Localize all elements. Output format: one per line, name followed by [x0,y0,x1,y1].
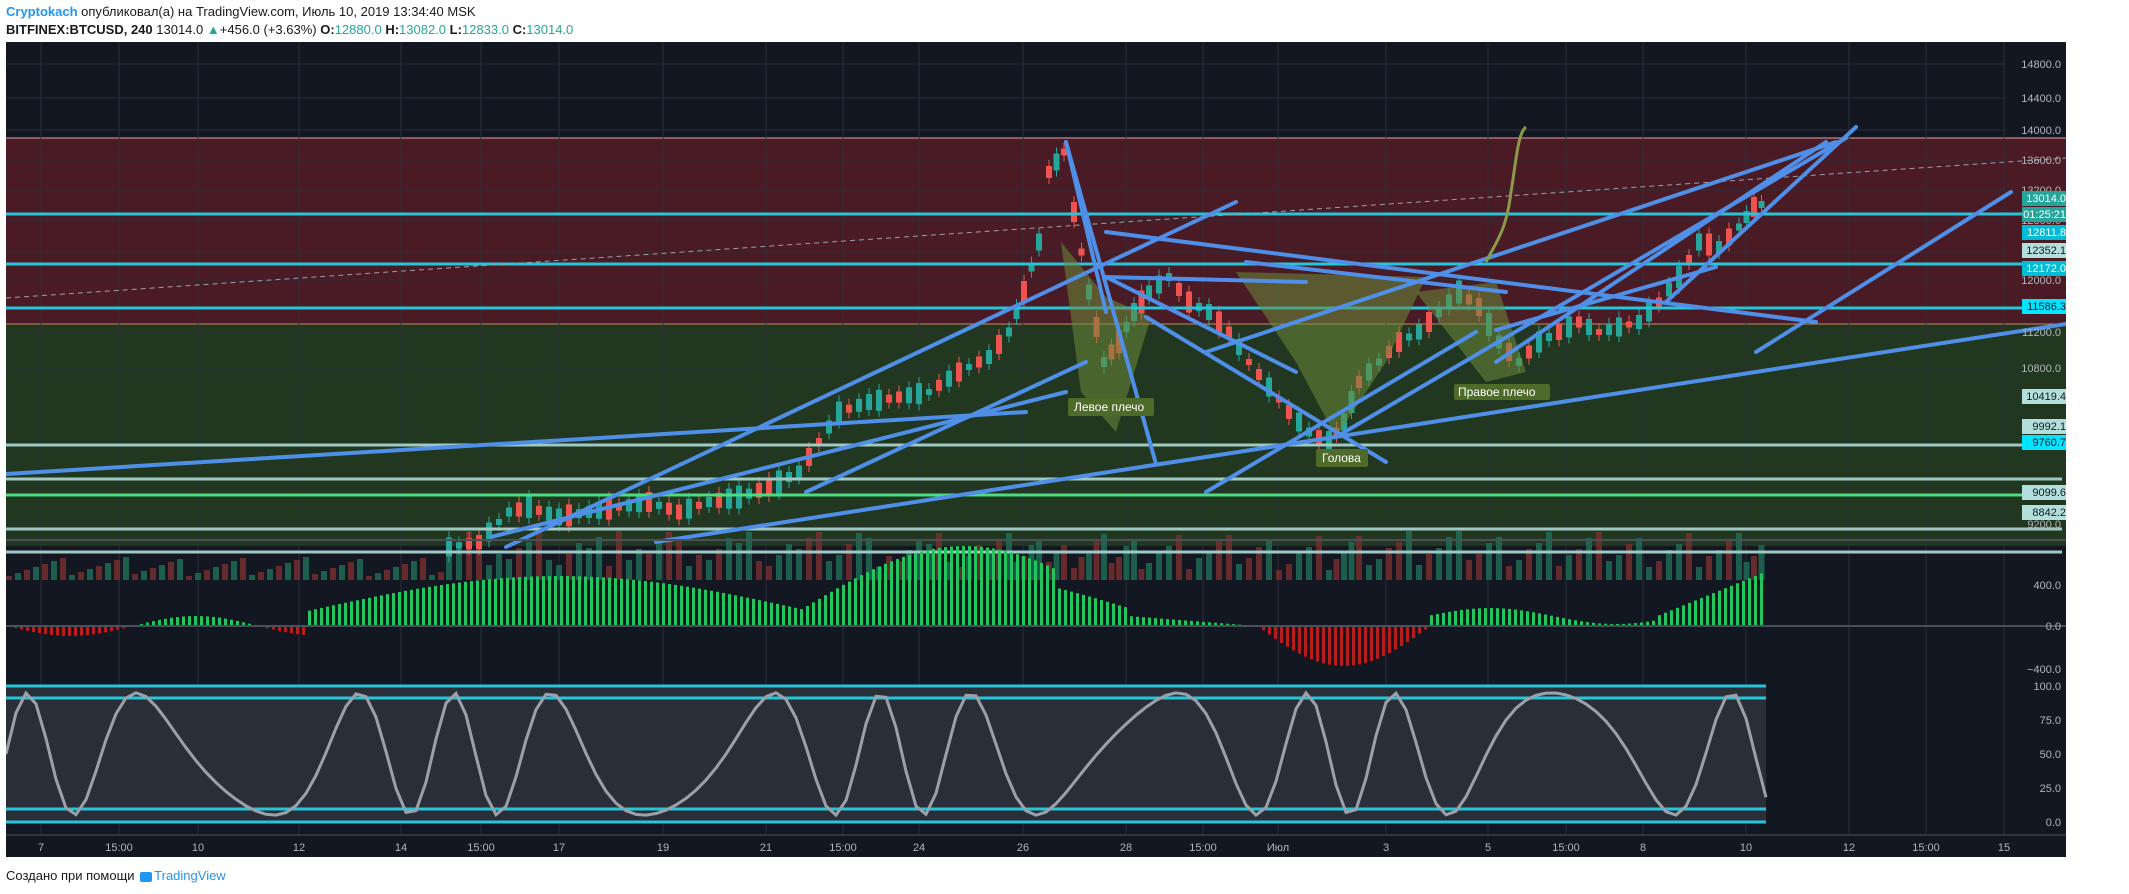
chart-canvas[interactable]: Левое плечо Голова Правое плечо 7 15:00 10… [4,42,2070,857]
time-axis-label: 10 [1740,842,1752,854]
publication-line: Cryptokach опубликовал(а) на TradingView… [6,4,476,19]
high-value: 13082.0 [399,22,447,37]
price-tag-label: 01:25:21 [2023,209,2066,221]
stochastic-line[interactable] [4,690,1768,818]
price-axis-label: 11200.0 [2022,327,2061,339]
time-axis-label: 5 [1485,842,1491,854]
price-tag [2022,389,2070,404]
chart-frame[interactable]: Левое плечо Голова Правое плечо 7 15:00 10… [4,42,2070,857]
time-axis-label: Июл [1267,842,1289,854]
price-tag [2022,435,2070,450]
price-tag [2022,243,2070,258]
price-tag [2022,505,2070,520]
price-axis-label: 9200.0 [2027,519,2061,531]
price-tag-label: 9760.7 [2032,437,2066,449]
last-price: 13014.0 [156,22,204,37]
projection-curve [1484,125,1528,263]
head-label: Голова [1322,451,1361,465]
price-tag-label: 8842.2 [2032,507,2066,519]
price-tag [2022,225,2070,240]
macd-axis-label: 400.0 [2033,580,2061,592]
footer: Создано при помощи TradingView [6,868,226,883]
up-triangle-icon: ▲ [206,22,220,37]
price-tag [2022,191,2070,206]
pattern-labels: Левое плечо Голова Правое плечо [1068,384,1550,467]
time-axis-label: 15:00 [829,842,857,854]
open-value: 12880.0 [334,22,382,37]
price-tags: 13014.0 01:25:21 12811.8 12352.1 12172.0 1158… [2022,191,2070,520]
head-shoulders-pattern [1061,242,1526,437]
ohlc-line: BITFINEX:BTCUSD, 240 13014.0 ▲+456.0 (+3… [6,22,574,37]
left-shoulder-tag [1068,398,1154,416]
price-tag [2022,261,2070,276]
time-axis-label: 24 [913,842,925,854]
time-axis-label: 14 [395,842,407,854]
time-axis-label: 12 [1843,842,1855,854]
price-axis-label: 14400.0 [2021,93,2061,105]
tradingview-logo-icon [140,871,153,882]
low-value: 12833.0 [461,22,509,37]
support-zone [6,324,2066,546]
stoch-axis-label: 25.0 [2040,783,2061,795]
price-tag [2022,485,2070,500]
time-axis-label: 28 [1120,842,1132,854]
time-axis-label: 17 [553,842,565,854]
stoch-axis-label: 100.0 [2033,681,2061,693]
price-tag-label: 12172.0 [2026,263,2066,275]
published-text: опубликовал(а) на TradingView.com, Июль … [81,4,476,19]
price-tag-label: 11586.3 [2027,301,2066,313]
price-tag [2022,207,2070,222]
time-axis-label: 7 [38,842,44,854]
time-axis-label: 15:00 [1552,842,1580,854]
price-axis-label: 14000.0 [2021,125,2061,137]
macd-axis: 400.0 0.0 −400.0 [2027,580,2061,676]
close-value: 13014.0 [526,22,574,37]
symbol-name: BITFINEX:BTCUSD, 240 [6,22,153,37]
head-tag [1316,449,1368,467]
right-shoulder-label: Правое плечо [1458,385,1536,399]
right-shoulder-tag [1454,384,1550,400]
left-shoulder-label: Левое плечо [1074,400,1144,414]
author-name[interactable]: Cryptokach [6,4,78,19]
stoch-axis: 100.0 75.0 50.0 25.0 0.0 [2033,681,2061,829]
price-axis-label: 13600.0 [2021,155,2061,167]
price-axis-label: 14800.0 [2021,59,2061,71]
price-tag-label: 12352.1 [2026,245,2066,257]
time-axis-label: 3 [1383,842,1389,854]
macd-histogram[interactable] [8,546,1763,666]
time-axis-label: 21 [760,842,772,854]
price-tag [2022,299,2070,314]
price-tag-label: 10419.4 [2026,391,2066,403]
macd-axis-label: 0.0 [2046,621,2061,633]
time-axis-label: 10 [192,842,204,854]
time-axis-label: 26 [1017,842,1029,854]
price-tag-label: 9099.6 [2032,487,2066,499]
created-with-text: Создано при помощи [6,868,135,883]
price-tag-label: 12811.8 [2027,227,2066,239]
stoch-axis-label: 75.0 [2040,715,2061,727]
price-axis-label: 10800.0 [2021,363,2061,375]
trendlines[interactable] [4,125,2068,549]
time-axis-label: 12 [293,842,305,854]
stoch-axis-label: 0.0 [2046,817,2061,829]
price-pane[interactable] [6,137,2066,546]
price-axis-label: 12000.0 [2021,275,2061,287]
time-axis-label: 15:00 [1912,842,1940,854]
price-tag [2022,419,2070,434]
time-axis-label: 15:00 [1189,842,1217,854]
time-axis-label: 8 [1640,842,1646,854]
stoch-band [6,686,1766,822]
tradingview-link[interactable]: TradingView [154,868,226,883]
stoch-axis-label: 50.0 [2040,749,2061,761]
time-axis[interactable]: 7 15:00 10 12 14 15:00 17 19 21 15:00 24 26 28 15:00 И… [38,842,2010,854]
time-axis-label: 15:00 [105,842,133,854]
price-change: +456.0 (+3.63%) [219,22,317,37]
price-tag-label: 13014.0 [2026,193,2066,205]
resistance-zone [6,138,2066,324]
time-axis-label: 19 [657,842,669,854]
time-axis-label: 15 [1998,842,2010,854]
time-axis-label: 15:00 [467,842,495,854]
macd-axis-label: −400.0 [2027,664,2061,676]
price-tag-label: 9992.1 [2032,421,2066,433]
